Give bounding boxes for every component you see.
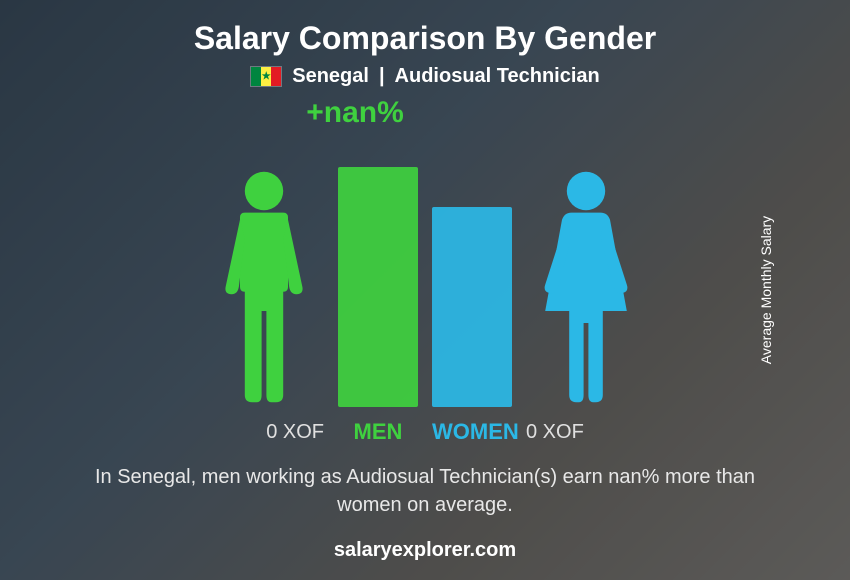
footer-brand: salaryexplorer.com <box>334 539 516 562</box>
labels-row: 0 XOF MEN WOMEN 0 XOF <box>40 419 810 445</box>
senegal-flag-icon: ★ <box>250 66 282 87</box>
men-bar <box>338 167 418 407</box>
job-label: Audiosual Technician <box>395 65 600 88</box>
woman-icon <box>526 167 646 407</box>
men-salary: 0 XOF <box>204 421 324 444</box>
side-axis-label: Average Monthly Salary <box>758 216 774 364</box>
men-figure <box>204 167 324 407</box>
women-bar-rect <box>432 207 512 407</box>
chart-area: +nan% <box>40 102 810 419</box>
difference-label: +nan% <box>306 96 404 130</box>
flag-star-icon: ★ <box>262 72 271 82</box>
women-salary: 0 XOF <box>526 421 646 444</box>
description-text: In Senegal, men working as Audiosual Tec… <box>65 463 785 519</box>
men-bar-rect <box>338 167 418 407</box>
separator: | <box>379 65 385 88</box>
men-label: MEN <box>338 419 418 445</box>
subtitle: ★ Senegal | Audiosual Technician <box>250 65 600 88</box>
flag-stripe-3 <box>271 67 281 86</box>
page-title: Salary Comparison By Gender <box>194 20 656 57</box>
country-label: Senegal <box>292 65 369 88</box>
man-icon <box>204 167 324 407</box>
flag-stripe-1 <box>251 67 261 86</box>
women-bar <box>432 207 512 407</box>
women-label: WOMEN <box>432 419 512 445</box>
women-figure <box>526 167 646 407</box>
